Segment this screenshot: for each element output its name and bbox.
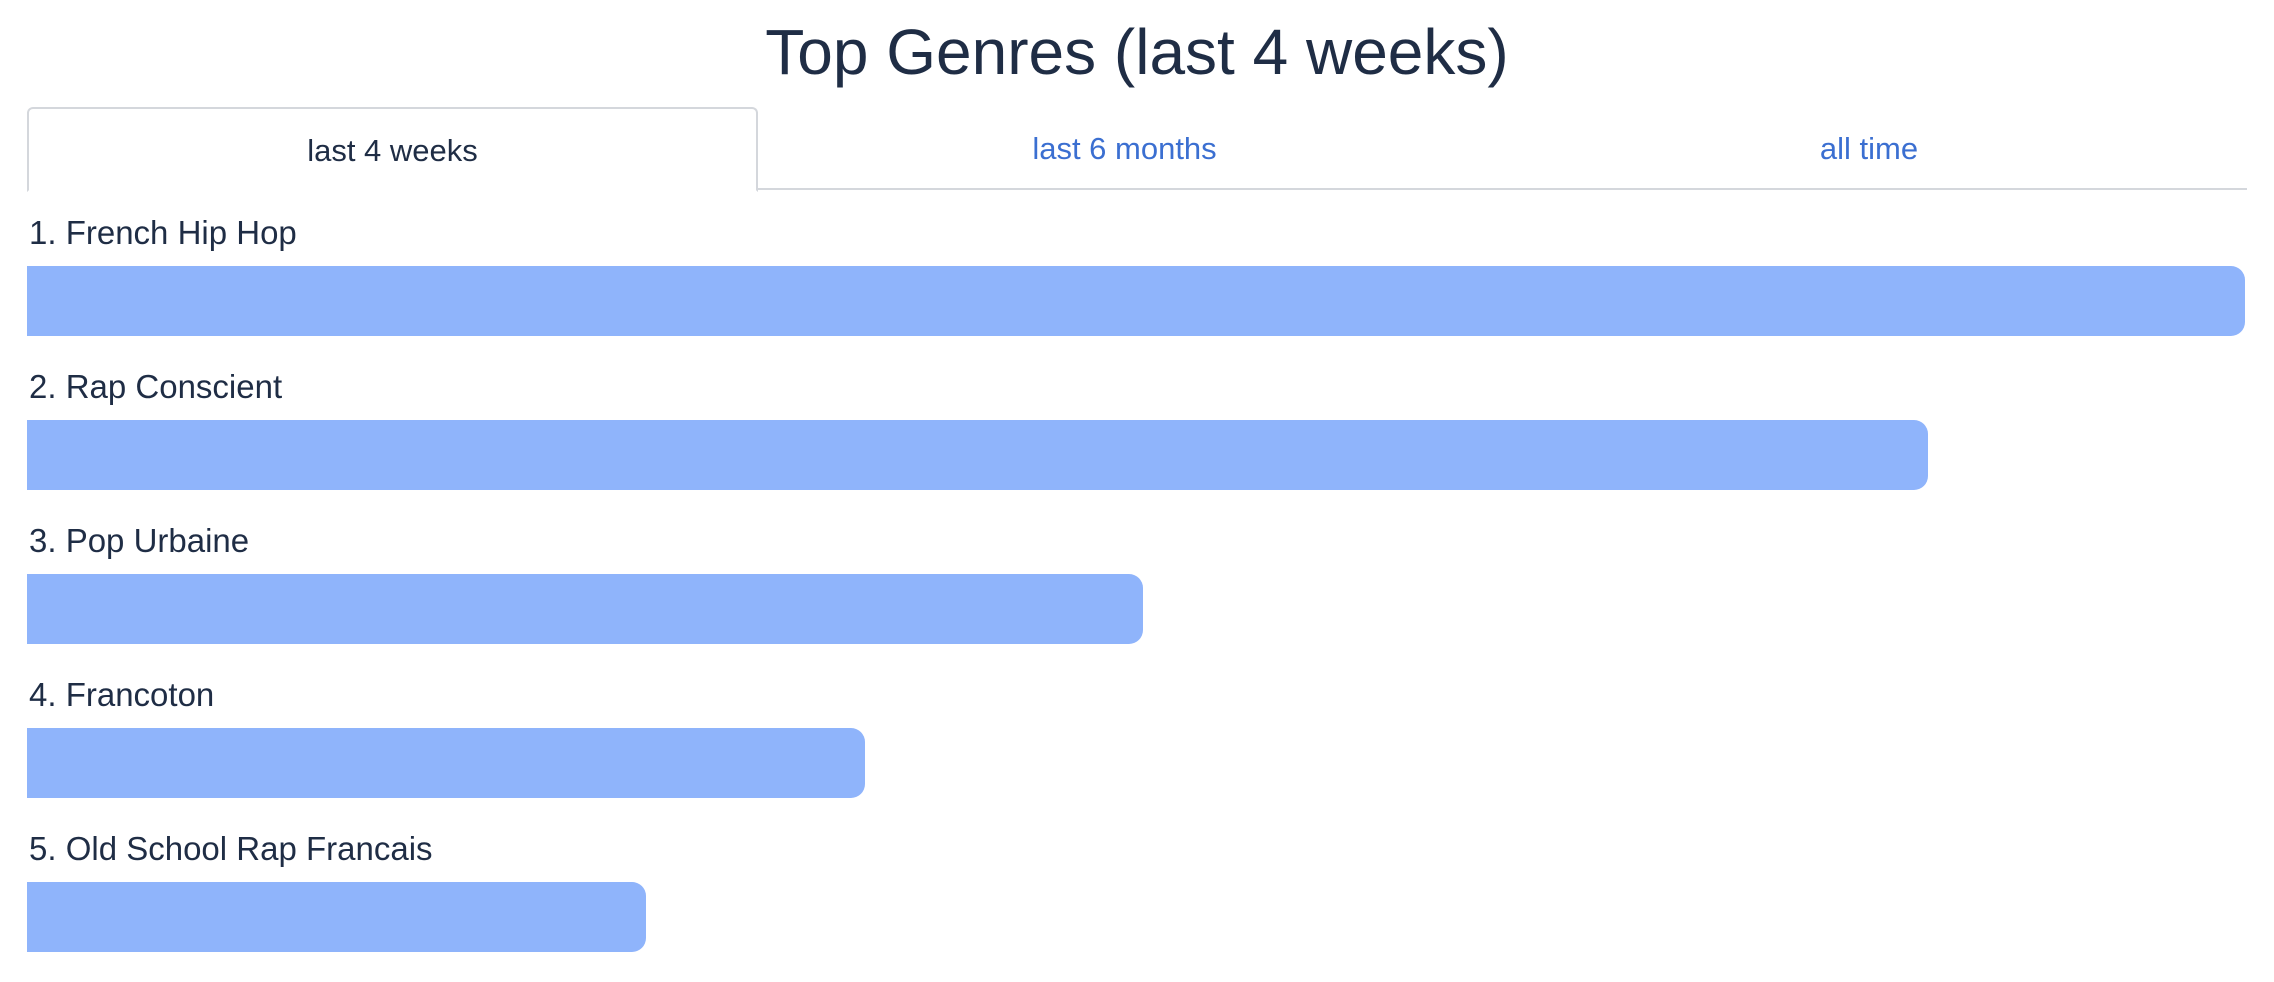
genre-bar-track: [27, 574, 2245, 644]
genre-bar: [27, 266, 2245, 336]
genre-item: 2. Rap Conscient: [27, 364, 2247, 518]
genre-bar-track: [27, 266, 2245, 336]
page-title: Top Genres (last 4 weeks): [765, 16, 1509, 88]
genre-item: 5. Old School Rap Francais: [27, 826, 2247, 980]
genre-label: 5. Old School Rap Francais: [29, 830, 433, 867]
genre-bar-track: [27, 882, 2245, 952]
genre-bar-track: [27, 728, 2245, 798]
genre-label: 1. French Hip Hop: [29, 214, 297, 251]
genre-bar-track: [27, 420, 2245, 490]
genre-bar: [27, 574, 1143, 644]
genre-item: 3. Pop Urbaine: [27, 518, 2247, 672]
tab-last-4-weeks[interactable]: last 4 weeks: [27, 107, 758, 192]
time-range-tabs: last 4 weeks last 6 months all time: [27, 107, 2247, 192]
genre-bar: [27, 882, 646, 952]
genre-item: 4. Francoton: [27, 672, 2247, 826]
genre-bar: [27, 420, 1928, 490]
tab-all-time[interactable]: all time: [1819, 131, 1919, 166]
genre-item: 1. French Hip Hop: [27, 210, 2247, 364]
genre-label: 2. Rap Conscient: [29, 368, 283, 405]
tab-last-6-months[interactable]: last 6 months: [1032, 131, 1217, 166]
genre-bar: [27, 728, 866, 798]
genre-label: 4. Francoton: [29, 676, 215, 713]
genre-label: 3. Pop Urbaine: [29, 522, 250, 559]
genre-list: 1. French Hip Hop 2. Rap Conscient 3. Po…: [27, 210, 2247, 980]
